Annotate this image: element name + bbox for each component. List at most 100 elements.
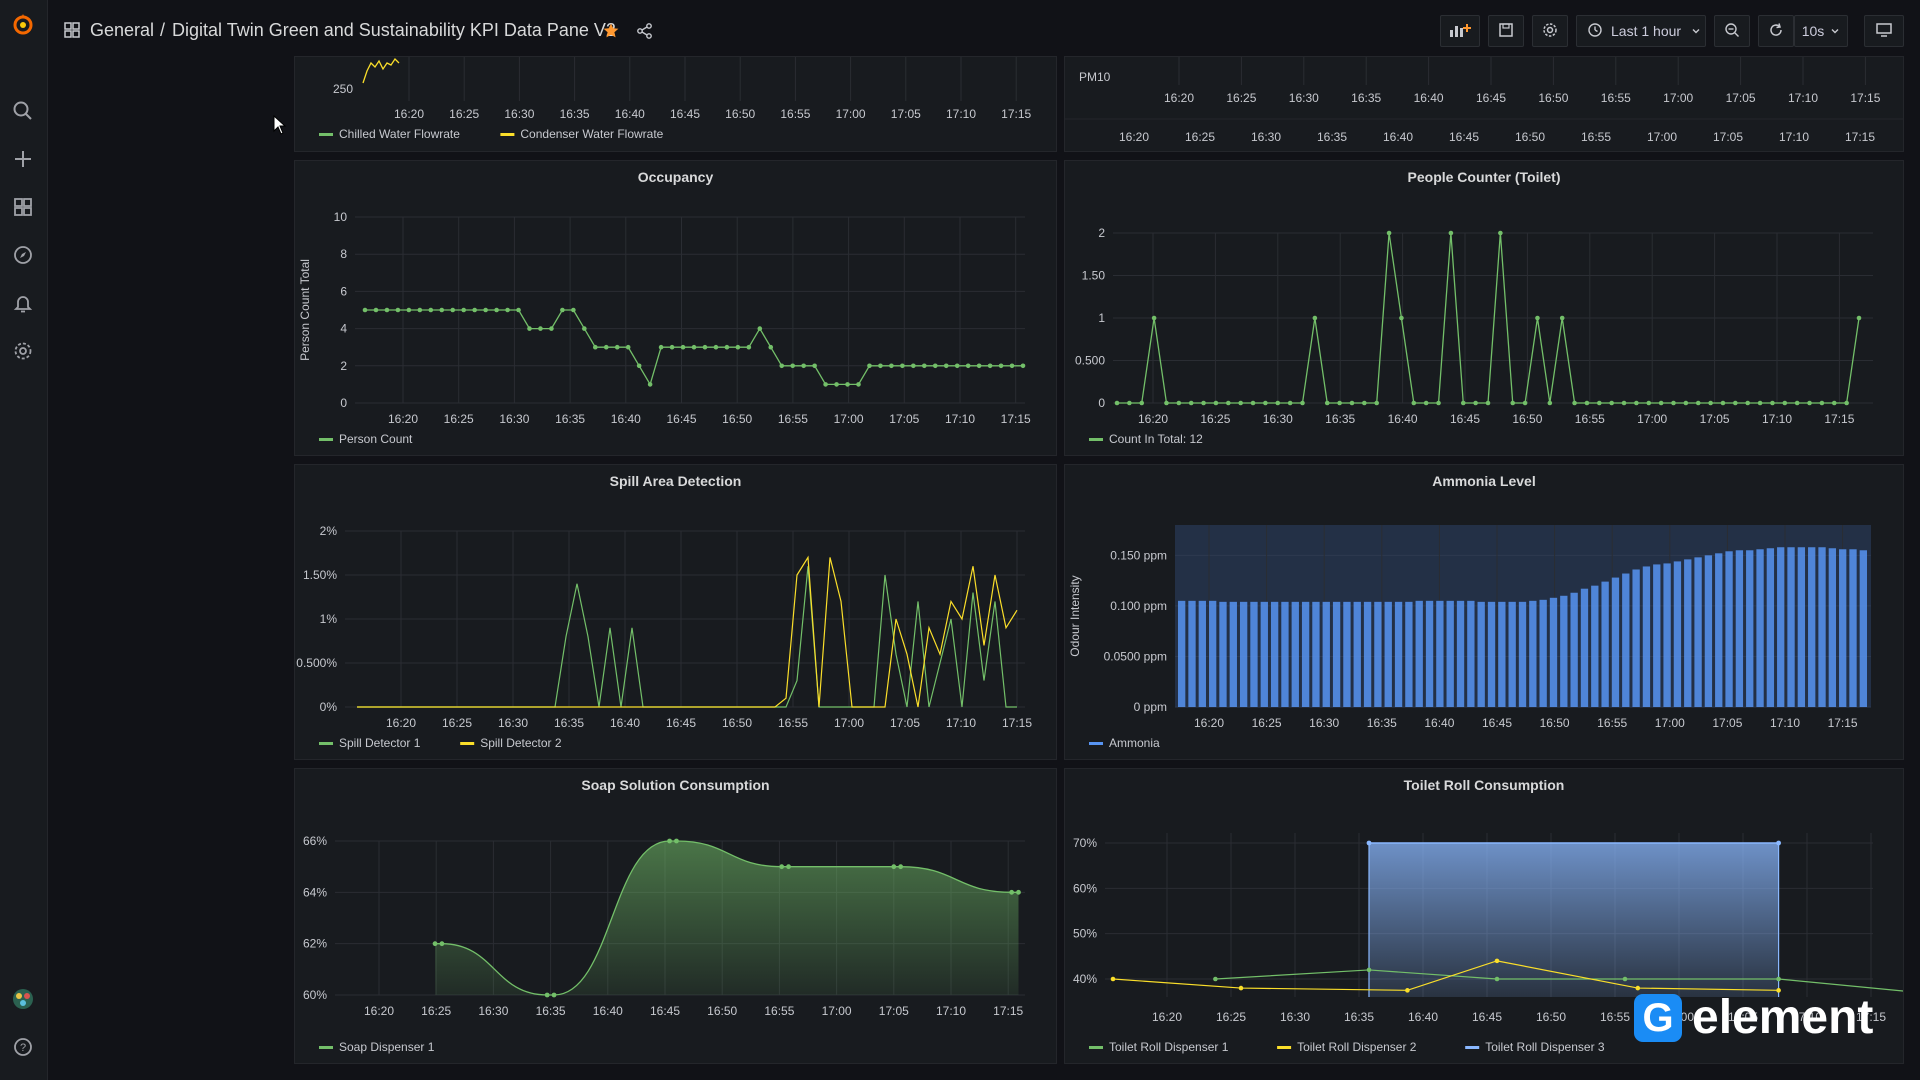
dashboard-grid-icon[interactable]: [64, 22, 80, 43]
legend-swatch: [1465, 1046, 1480, 1049]
panel-toilet-roll[interactable]: Toilet Roll Consumption 40% 50% 60% 70% 16:2…: [1064, 768, 1904, 1064]
save-dashboard-button[interactable]: [1488, 15, 1524, 47]
x-tick-label: 16:40: [1424, 716, 1454, 730]
panel-flowrate[interactable]: 250 16:20 16:25 16:30 16:35 16:40 16:45 16:50 16…: [294, 56, 1057, 152]
bar: [1849, 549, 1857, 707]
tv-mode-button[interactable]: [1864, 15, 1904, 47]
data-point: [1621, 400, 1627, 406]
data-point: [461, 307, 466, 313]
x-tick-label: 17:00: [1637, 412, 1667, 426]
data-point: [472, 307, 477, 313]
x-tick-label: 17:15: [1856, 1010, 1886, 1024]
panel-people-counter[interactable]: People Counter (Toilet) 0 0.500 1 1.50 2 16:2…: [1064, 160, 1904, 456]
data-point: [965, 363, 971, 369]
clock-icon: [1587, 22, 1603, 41]
data-point: [439, 941, 445, 947]
data-point: [898, 864, 904, 870]
x-tick-label: 16:50: [722, 716, 752, 730]
time-range-picker[interactable]: Last 1 hour: [1576, 15, 1706, 47]
occupancy-chart: 0 2 4 6 8 10 16:20 16:25 16:30 16:35 16:40 16:45 16:…: [298, 210, 1031, 446]
data-point: [1151, 315, 1157, 321]
bar: [1374, 601, 1382, 707]
panel-soap[interactable]: Soap Solution Consumption 60% 62% 64% 66% 16…: [294, 768, 1057, 1064]
data-point: [1597, 400, 1602, 406]
bar: [1859, 550, 1867, 707]
search-icon[interactable]: [10, 98, 36, 124]
add-panel-button[interactable]: [1440, 15, 1480, 47]
x-tick-label: 16:55: [1581, 130, 1611, 144]
grafana-logo-icon[interactable]: [10, 12, 36, 38]
bar: [1178, 600, 1186, 707]
dashboards-icon[interactable]: [10, 194, 36, 220]
refresh-interval-picker[interactable]: 10s: [1794, 15, 1848, 47]
data-point: [987, 363, 993, 369]
user-avatar-icon[interactable]: [10, 986, 36, 1012]
data-point: [1720, 400, 1726, 406]
x-tick-label: 17:10: [1788, 91, 1818, 105]
data-point: [1448, 230, 1454, 236]
data-point: [658, 344, 664, 350]
data-point: [691, 344, 697, 350]
x-tick-label: 16:55: [778, 716, 808, 730]
y-tick-label: 0.500%: [296, 656, 337, 670]
panel-title: People Counter (Toilet): [1407, 169, 1561, 185]
zoom-out-button[interactable]: [1714, 15, 1750, 47]
dashboard-settings-button[interactable]: [1532, 15, 1568, 47]
data-point: [1494, 976, 1500, 982]
flowrate-chart: 250 16:20 16:25 16:30 16:35 16:40 16:45 16:50 16…: [319, 57, 1032, 141]
breadcrumb-folder[interactable]: General: [90, 20, 155, 40]
data-point: [1658, 400, 1664, 406]
x-tick-label: 16:40: [611, 412, 641, 426]
help-icon[interactable]: ?: [10, 1034, 36, 1060]
x-tick-label: 16:30: [1263, 412, 1293, 426]
x-tick-label: 16:35: [1367, 716, 1397, 730]
panel-occupancy[interactable]: Occupancy 0 2 4 6 8 10 16:20 16:25 16:30 16:35 16:…: [294, 160, 1057, 456]
x-tick-label: 17:05: [879, 1004, 909, 1018]
data-point: [735, 344, 741, 350]
data-point: [1510, 400, 1516, 406]
x-tick-label: 17:15: [1850, 91, 1880, 105]
plus-icon[interactable]: [10, 146, 36, 172]
bar: [1725, 551, 1733, 707]
data-point: [1337, 400, 1342, 406]
bar: [1642, 566, 1651, 707]
y-tick-label: 0.100 ppm: [1110, 599, 1167, 613]
settings-icon[interactable]: [10, 338, 36, 364]
spill-chart: 0% 0.500% 1% 1.50% 2% 16:20 16:25 16:30 16:35 16:…: [296, 524, 1032, 750]
alerting-icon[interactable]: [10, 290, 36, 316]
x-tick-label: 16:45: [1482, 716, 1512, 730]
explore-icon[interactable]: [10, 242, 36, 268]
star-icon[interactable]: [602, 22, 620, 45]
data-point: [450, 307, 456, 313]
data-point: [1776, 976, 1781, 982]
dashboard-title[interactable]: Digital Twin Green and Sustainability KP…: [172, 20, 616, 40]
x-tick-label: 16:20: [386, 716, 416, 730]
x-tick-label: 17:15: [1001, 412, 1031, 426]
x-tick-label: 16:35: [1325, 412, 1355, 426]
panel-pm10[interactable]: PM10 16:20 16:25 16:30 16:35 16:40 16:45 16:50 1…: [1064, 56, 1904, 152]
data-point: [1794, 400, 1800, 406]
panel-ammonia[interactable]: Ammonia Level 0 ppm 0.0500 ppm 0.100 ppm 0.…: [1064, 464, 1904, 760]
share-icon[interactable]: [636, 22, 654, 45]
data-point: [1250, 400, 1256, 406]
panel-spill[interactable]: Spill Area Detection 0% 0.500% 1% 1.50% 2% 16…: [294, 464, 1057, 760]
data-point: [1622, 976, 1628, 982]
bar: [1694, 557, 1702, 707]
bar: [1415, 600, 1423, 707]
x-tick-label: 16:30: [1251, 130, 1281, 144]
bar: [1570, 592, 1578, 707]
legend-entry: Toilet Roll Dispenser 1: [1109, 1040, 1229, 1054]
data-point: [1399, 315, 1404, 321]
data-point: [1366, 967, 1372, 973]
data-point: [1312, 315, 1318, 321]
refresh-button[interactable]: [1758, 15, 1794, 47]
data-point: [900, 363, 905, 369]
data-point: [1807, 400, 1812, 406]
bar: [1808, 547, 1816, 707]
bar: [1735, 550, 1744, 707]
data-point: [1683, 400, 1689, 406]
x-tick-label: 17:10: [946, 716, 976, 730]
top-navbar: General / Digital Twin Green and Sustain…: [48, 0, 1920, 64]
x-tick-label: 16:20: [1119, 130, 1149, 144]
bar: [1260, 601, 1268, 707]
